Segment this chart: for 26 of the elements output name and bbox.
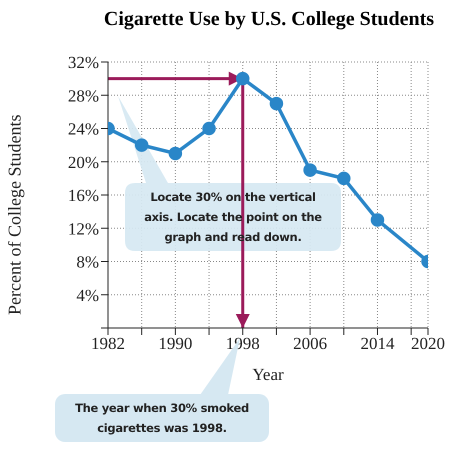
x-tick-label: 1982 (91, 334, 125, 354)
point (202, 122, 216, 136)
x-tick-label: 1998 (226, 334, 260, 354)
y-tick-label: 28% (68, 86, 99, 106)
y-tick-label: 4% (76, 286, 99, 305)
point (134, 138, 148, 152)
y-tick-label: 12% (68, 219, 99, 238)
y-tick-label: 24% (68, 120, 99, 139)
text: The year when 30% smoked cigarettes was 1998. (55, 394, 269, 442)
point (168, 146, 182, 160)
chart-title: Cigarette Use by U.S. College Students (102, 8, 436, 31)
y-axis-title: Percent of College Students (4, 114, 24, 315)
x-tick-label: 2006 (293, 334, 328, 354)
x-tick-label: 2014 (360, 334, 395, 354)
y-tick-label: 16% (68, 186, 99, 206)
y-tick-label: 32% (68, 53, 99, 72)
x-tick-label: 2020 (411, 334, 445, 354)
point (270, 96, 284, 110)
point (236, 72, 250, 86)
y-tick-label: 8% (76, 252, 99, 272)
y-tick-label: 20% (68, 152, 99, 172)
point (370, 213, 384, 227)
point (337, 172, 351, 186)
x-axis-title: Year (252, 365, 284, 384)
point (303, 163, 317, 177)
x-tick-label: 1990 (158, 334, 192, 354)
